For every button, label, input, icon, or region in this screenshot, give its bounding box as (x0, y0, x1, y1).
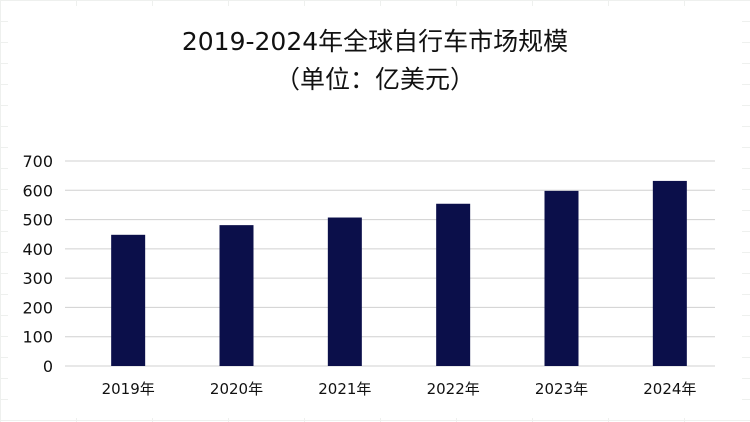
y-tick-label: 700 (22, 152, 53, 171)
x-tick-label: 2020年 (210, 380, 263, 398)
bar-0 (111, 234, 146, 366)
bar-2 (327, 217, 362, 366)
y-tick-label: 400 (22, 240, 53, 259)
y-tick-label: 500 (22, 211, 53, 230)
bar-3 (436, 203, 471, 366)
y-tick-label: 0 (43, 357, 53, 376)
chart-subtitle: （单位：亿美元） (274, 65, 475, 94)
y-tick-label: 300 (22, 269, 53, 288)
y-tick-label: 100 (22, 328, 53, 347)
chart-title: 2019-2024年全球自行车市场规模 (181, 27, 569, 56)
y-tick-label: 200 (22, 298, 53, 317)
bar-4 (544, 190, 579, 366)
x-tick-label: 2024年 (643, 380, 696, 398)
x-tick-label: 2021年 (318, 380, 371, 398)
bar-5 (652, 180, 687, 366)
x-tick-label: 2023年 (535, 380, 588, 398)
bar-1 (219, 225, 254, 366)
x-tick-label: 2022年 (427, 380, 480, 398)
y-tick-label: 600 (22, 181, 53, 200)
x-tick-label: 2019年 (102, 380, 155, 398)
